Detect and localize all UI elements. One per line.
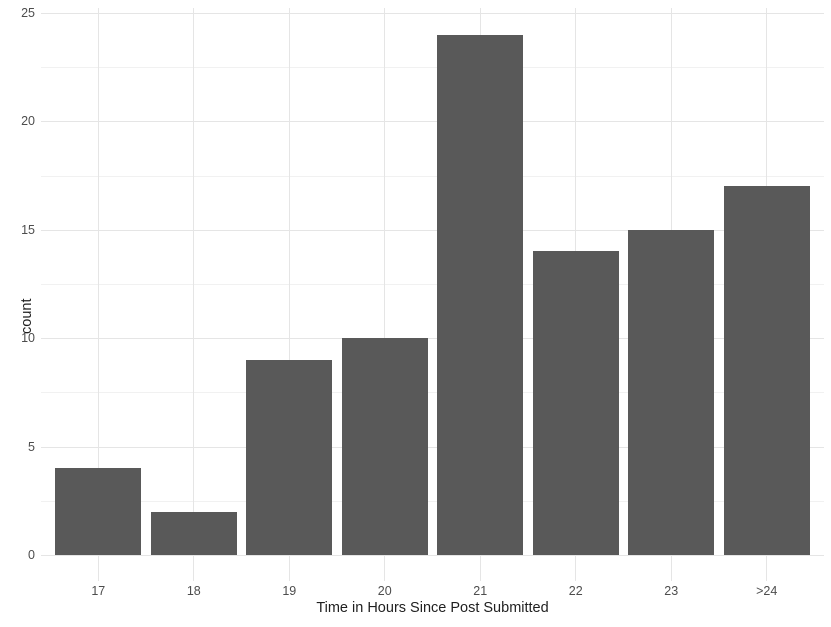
bar->24 [723,186,810,555]
bar-21 [437,34,524,555]
y-axis-title-text: count [19,298,35,334]
gridline-minor-y-17.5 [41,175,824,177]
x-tick-label-21: 21 [473,584,488,598]
gridline-minor-y-22.5 [41,67,824,69]
gridline-x-19 [288,8,290,581]
x-tick-label-22: 22 [568,584,583,598]
plot-panel [41,8,824,581]
x-tick-label-18: 18 [186,584,201,598]
gridline-minor-y-7.5 [41,392,824,394]
y-tick-label-15: 15 [21,222,35,237]
gridline-major-y-0 [41,555,824,556]
gridline-major-y-5 [41,446,824,448]
x-axis-title: Time in Hours Since Post Submitted [316,600,549,616]
x-tick-label->24: >24 [756,584,778,598]
bar-18 [150,511,237,555]
gridline-major-y-20 [41,121,824,123]
bar-20 [341,338,428,555]
x-tick-label-19: 19 [282,584,297,598]
x-tick-label-17: 17 [91,584,106,598]
y-tick-label-5: 5 [28,439,35,454]
y-tick-label-0: 0 [28,548,35,562]
y-tick-label-25: 25 [21,6,35,20]
gridline-major-y-10 [41,338,824,340]
bar-23 [628,229,715,555]
x-tick-label-20: 20 [377,584,392,598]
y-tick-label-10: 10 [21,331,35,346]
gridline-x-18 [193,8,195,581]
gridline-major-y-15 [41,229,824,231]
gridline-x-20 [384,8,386,581]
bar-17 [55,468,142,555]
gridline-x-17 [97,8,99,581]
bar-22 [532,251,619,555]
gridline-major-y-25 [41,13,824,14]
y-tick-label-20: 20 [21,114,35,129]
gridline-minor-y-2.5 [41,500,824,502]
bar-19 [246,359,333,555]
gridline-minor-y-12.5 [41,284,824,285]
x-tick-label-23: 23 [664,584,679,598]
